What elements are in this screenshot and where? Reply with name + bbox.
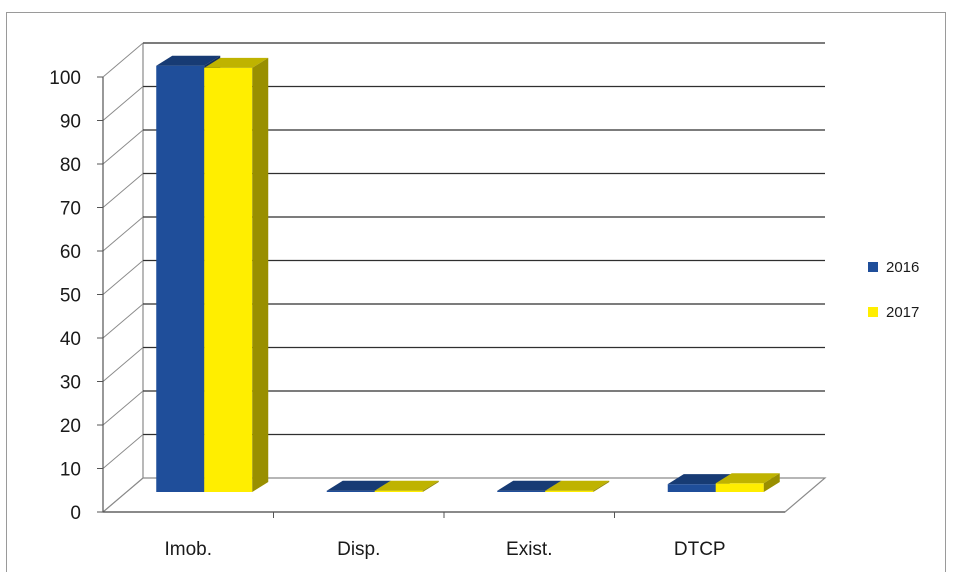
legend-swatch-2017 bbox=[868, 307, 878, 317]
bar-2017-DTCP bbox=[715, 483, 764, 492]
side-wall-line bbox=[102, 303, 144, 339]
side-wall-line bbox=[102, 86, 144, 121]
side-wall-line bbox=[102, 42, 144, 78]
y-tick-label: 90 bbox=[60, 112, 81, 133]
bar-2016-DTCP bbox=[667, 484, 716, 492]
bar-side bbox=[763, 473, 780, 492]
bar-top bbox=[156, 55, 221, 66]
x-category-label: Exist. bbox=[506, 539, 552, 560]
bar-top bbox=[715, 473, 780, 484]
side-wall-line bbox=[102, 260, 144, 295]
y-tick-label: 40 bbox=[60, 329, 81, 350]
side-wall-line bbox=[102, 434, 144, 469]
bar-top bbox=[545, 480, 610, 491]
bar-2017-Exist bbox=[545, 490, 594, 492]
y-tick-label: 0 bbox=[70, 503, 81, 524]
bar-2016-Exist bbox=[497, 490, 546, 492]
bar-top bbox=[497, 480, 562, 491]
y-tick-label: 80 bbox=[60, 155, 81, 176]
chart-frame bbox=[6, 12, 946, 572]
bar-side bbox=[252, 57, 269, 492]
y-tick-label: 20 bbox=[60, 416, 81, 437]
bar-2016-Disp bbox=[326, 490, 375, 492]
side-wall-line bbox=[102, 347, 144, 382]
bar-top bbox=[326, 480, 391, 491]
side-wall-line bbox=[102, 129, 144, 165]
bar-top bbox=[667, 474, 732, 485]
legend-label-2017: 2017 bbox=[886, 304, 919, 321]
bar-side bbox=[593, 480, 610, 492]
bar-top bbox=[374, 480, 439, 491]
y-tick-label: 60 bbox=[60, 242, 81, 263]
side-wall-line bbox=[102, 477, 144, 513]
legend-label-2016: 2016 bbox=[886, 259, 919, 276]
bar-2016-Imob bbox=[156, 65, 205, 492]
bar-2017-Disp bbox=[374, 490, 423, 492]
x-category-label: Disp. bbox=[337, 539, 380, 560]
side-wall-line bbox=[102, 216, 144, 252]
x-category-label: DTCP bbox=[674, 539, 726, 560]
bar-top bbox=[204, 57, 269, 68]
side-wall-line bbox=[102, 173, 144, 208]
y-tick-label: 50 bbox=[60, 286, 81, 307]
legend-swatch-2016 bbox=[868, 262, 878, 272]
side-wall-line bbox=[102, 390, 144, 426]
bar-2017-Imob bbox=[204, 67, 253, 492]
x-category-label: Imob. bbox=[164, 539, 212, 560]
y-tick-label: 30 bbox=[60, 373, 81, 394]
bar-side bbox=[422, 480, 439, 492]
y-tick-label: 100 bbox=[49, 68, 81, 89]
y-tick-label: 10 bbox=[60, 460, 81, 481]
y-tick-label: 70 bbox=[60, 199, 81, 220]
